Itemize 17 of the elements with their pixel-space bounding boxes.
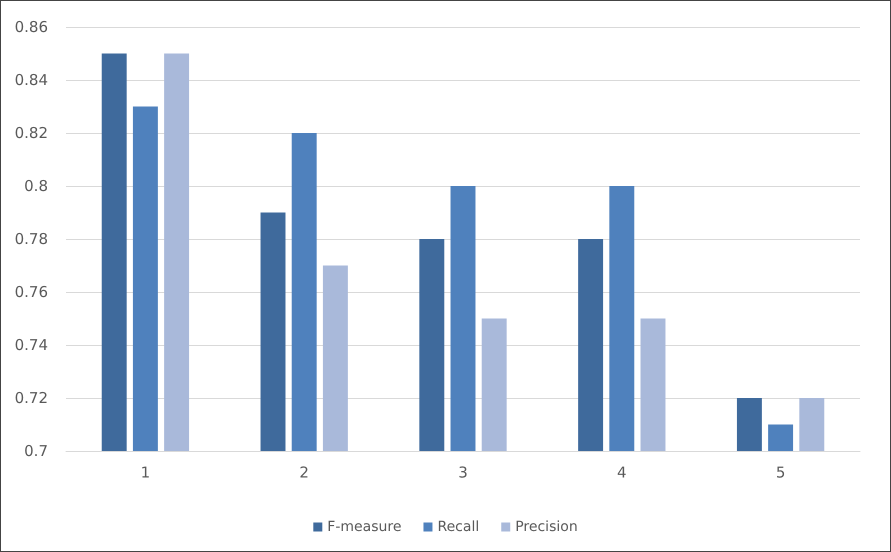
x-tick-label: 1 — [140, 464, 150, 482]
y-tick-label: 0.8 — [24, 177, 48, 195]
legend-label: Precision — [515, 519, 578, 535]
legend-label: F-measure — [327, 519, 402, 535]
y-tick-label: 0.74 — [14, 336, 48, 354]
y-tick-label: 0.76 — [14, 283, 48, 301]
y-tick-label: 0.82 — [14, 124, 48, 142]
x-tick-label: 4 — [617, 464, 627, 482]
y-tick-label: 0.72 — [14, 389, 48, 407]
y-tick-label: 0.7 — [24, 442, 48, 460]
x-tick-label: 3 — [458, 464, 468, 482]
legend-label: Recall — [437, 519, 480, 535]
y-tick-label: 0.84 — [14, 71, 48, 89]
x-tick-label: 2 — [299, 464, 309, 482]
y-tick-label: 0.78 — [14, 230, 48, 248]
x-tick-label: 5 — [776, 464, 786, 482]
y-tick-label: 0.86 — [14, 18, 48, 36]
